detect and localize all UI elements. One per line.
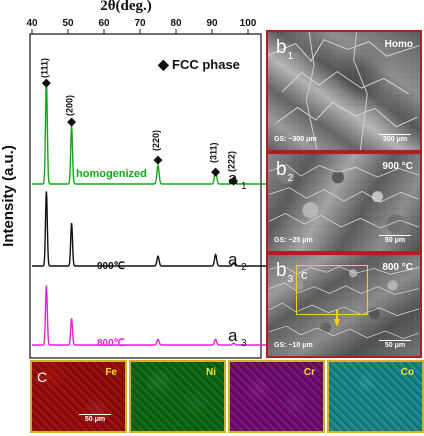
grain-size-text: GS: ~10 μm bbox=[274, 342, 313, 349]
eds-map-ni: Ni bbox=[129, 360, 226, 433]
eds-map-cr: Cr bbox=[228, 360, 325, 433]
grain-lines-b2 bbox=[268, 164, 420, 229]
panel-letter: b bbox=[276, 260, 287, 281]
grain-size-text: GS: ~300 μm bbox=[274, 136, 317, 143]
x-tick-label: 100 bbox=[240, 18, 257, 29]
x-tick-label: 40 bbox=[26, 18, 38, 29]
trace-label-homogenized: homogenized bbox=[76, 168, 147, 180]
x-tick-label: 80 bbox=[170, 18, 182, 29]
x-tick-label: 90 bbox=[206, 18, 218, 29]
legend-text: FCC phase bbox=[172, 57, 240, 72]
fcc-peak-marker: ◆ bbox=[66, 116, 76, 128]
scale-text: 50 μm bbox=[384, 342, 406, 349]
eds-panel-label: C bbox=[37, 369, 48, 385]
scale-text: 50 μm bbox=[84, 416, 106, 423]
panel-subscript: 2 bbox=[287, 173, 294, 184]
curve-tag-sub: 3 bbox=[241, 338, 247, 349]
eds-scale-bar: 50 μm bbox=[78, 414, 112, 423]
scale-line bbox=[379, 340, 411, 341]
x-tick-label: 50 bbox=[62, 18, 74, 29]
scale-bar: 50 μm bbox=[378, 340, 412, 349]
panel-letter: b bbox=[276, 159, 287, 180]
grain-lines-b3 bbox=[268, 265, 420, 340]
grain-lines-b1 bbox=[268, 32, 420, 150]
panel-label-b3: b3 bbox=[276, 260, 293, 285]
curve-tag-main: a bbox=[228, 250, 238, 269]
scale-text: 50 μm bbox=[384, 237, 406, 244]
fcc-peak-marker: ◆ bbox=[153, 154, 163, 166]
panel-subscript: 3 bbox=[287, 274, 294, 285]
eds-element-label: Cr bbox=[303, 367, 315, 378]
inset-arrow-icon bbox=[334, 310, 340, 327]
fcc-peak-marker: ◆ bbox=[228, 175, 238, 187]
trace-label-900: 900℃ bbox=[97, 261, 125, 272]
eds-element-label: Co bbox=[400, 367, 414, 378]
scale-line bbox=[379, 235, 411, 236]
curve-tag-main: a bbox=[228, 326, 238, 345]
inset-region-box bbox=[296, 265, 368, 315]
fcc-peak-marker: ◆ bbox=[41, 77, 51, 89]
scale-bar: 50 μm bbox=[378, 235, 412, 244]
scale-bar: 300 μm bbox=[378, 134, 412, 143]
xrd-series-line bbox=[32, 191, 266, 267]
chart-marks: ◆(111)◆(200)◆(220)◆(311)◆(222) bbox=[32, 58, 266, 346]
eds-element-label: Fe bbox=[105, 367, 117, 378]
eds-map-co: Co bbox=[327, 360, 424, 433]
eds-element-label: Ni bbox=[206, 367, 216, 378]
y-axis-label: Intensity (a.u.) bbox=[0, 145, 17, 247]
xrd-series-line bbox=[32, 79, 266, 185]
peak-label: (311) bbox=[209, 142, 219, 163]
legend-diamond: ◆ bbox=[157, 56, 170, 72]
eds-map-fe: C Fe 50 μm bbox=[30, 360, 127, 433]
panel-title: Homo bbox=[384, 39, 413, 50]
top-x-ticks: 40 50 60 70 80 90 100 bbox=[26, 18, 256, 29]
xrd-series-line bbox=[32, 285, 266, 346]
eds-map-strip: C Fe 50 μm Ni Cr Co bbox=[30, 360, 424, 433]
peak-label: (220) bbox=[151, 130, 161, 151]
curve-tag-a1: a 1 bbox=[228, 169, 247, 192]
plot-frame bbox=[29, 33, 262, 359]
panel-label-b1: b1 bbox=[276, 37, 293, 62]
micrograph-texture bbox=[268, 32, 420, 150]
panel-label-b2: b2 bbox=[276, 159, 293, 184]
curve-tag-a2: a 2 bbox=[228, 250, 247, 273]
curve-tag-sub: 2 bbox=[241, 262, 247, 273]
curve-tag-main: a bbox=[228, 169, 238, 188]
top-axis-ticks bbox=[31, 29, 249, 34]
scale-line bbox=[379, 134, 411, 135]
panel-subscript: 1 bbox=[287, 51, 294, 62]
panel-title: 900 °C bbox=[382, 161, 413, 172]
xrd-chart: 2θ(deg.) 40 50 60 70 80 90 100 Intensity… bbox=[0, 0, 266, 359]
x-tick-label: 70 bbox=[134, 18, 146, 29]
panel-title: 800 °C bbox=[382, 262, 413, 273]
micro-panel-b1: b1 Homo GS: ~300 μm 300 μm bbox=[266, 30, 422, 152]
x-tick-label: 60 bbox=[98, 18, 110, 29]
scale-line bbox=[79, 414, 111, 415]
grain-size-text: GS: ~25 μm bbox=[274, 237, 313, 244]
curve-tag-sub: 1 bbox=[241, 181, 247, 192]
trace-label-800: 800℃ bbox=[97, 338, 125, 349]
fcc-peak-marker: ◆ bbox=[210, 166, 220, 178]
peak-label: (222) bbox=[227, 151, 237, 172]
scale-text: 300 μm bbox=[382, 136, 408, 143]
curve-tag-a3: a 3 bbox=[228, 326, 247, 349]
inset-region-label: c bbox=[301, 267, 308, 282]
panel-letter: b bbox=[276, 37, 287, 58]
micro-panel-b3: b3 800 °C c GS: ~10 μm 50 μm bbox=[266, 253, 422, 358]
peak-label: (200) bbox=[65, 95, 75, 116]
top-axis-label: 2θ(deg.) bbox=[100, 0, 152, 14]
peak-label: (111) bbox=[39, 58, 49, 78]
micro-panel-b2: b2 900 °C GS: ~25 μm 50 μm bbox=[266, 152, 422, 253]
